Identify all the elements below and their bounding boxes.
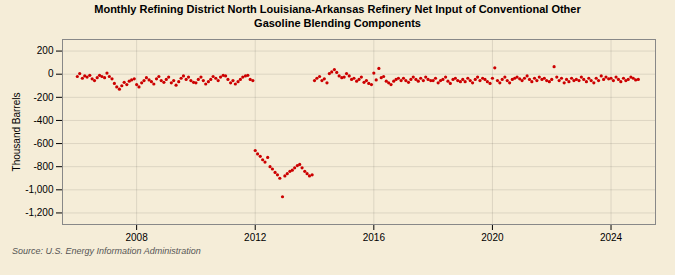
svg-text:0: 0	[48, 68, 54, 79]
svg-text:Thousand Barrels: Thousand Barrels	[11, 92, 22, 171]
html-text:Monthly Refining District Nort: Monthly Refining District North Louisian…	[94, 3, 581, 29]
svg-text:200: 200	[37, 45, 54, 56]
svg-text:2020: 2020	[481, 231, 504, 242]
svg-text:-1,000: -1,000	[25, 184, 54, 195]
svg-text:-1,200: -1,200	[25, 207, 54, 218]
svg-text:2008: 2008	[126, 231, 149, 242]
svg-text:-800: -800	[33, 160, 53, 171]
svg-text:-400: -400	[33, 114, 53, 125]
svg-text:2016: 2016	[363, 231, 386, 242]
svg-text:2024: 2024	[600, 231, 623, 242]
svg-text:-600: -600	[33, 137, 53, 148]
svg-text:-200: -200	[33, 91, 53, 102]
html-text:Source: U.S. Energy Informatio: Source: U.S. Energy Information Administ…	[12, 245, 201, 256]
svg-text:2012: 2012	[244, 231, 267, 242]
